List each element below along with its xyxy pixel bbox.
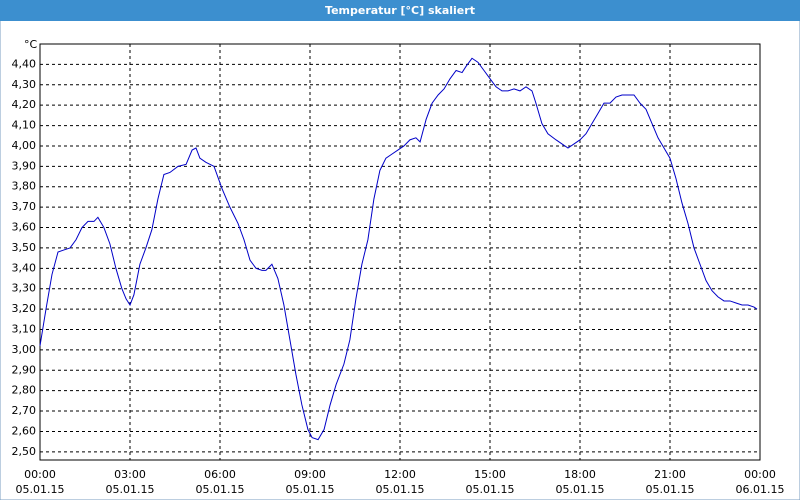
x-tick-label: 00:00 xyxy=(24,468,56,481)
y-tick-label: 2,90 xyxy=(12,363,37,376)
x-tick-date: 05.01.15 xyxy=(106,483,155,496)
y-tick-label: 3,30 xyxy=(12,282,37,295)
x-tick-label: 06:00 xyxy=(204,468,236,481)
y-tick-label: 2,50 xyxy=(12,445,37,458)
y-tick-label: 3,50 xyxy=(12,241,37,254)
x-tick-date: 05.01.15 xyxy=(646,483,695,496)
y-tick-label: 3,60 xyxy=(12,221,37,234)
y-tick-label: 4,00 xyxy=(12,139,37,152)
chart-title: Temperatur [°C] skaliert xyxy=(325,4,475,17)
y-unit: °C xyxy=(24,38,38,51)
title-bar xyxy=(0,0,800,21)
y-tick-label: 3,10 xyxy=(12,322,37,335)
data-line xyxy=(39,57,758,441)
x-tick-date: 05.01.15 xyxy=(286,483,335,496)
y-tick-label: 4,30 xyxy=(12,78,37,91)
x-tick-label: 00:00 xyxy=(744,468,776,481)
y-tick-label: 3,40 xyxy=(12,261,37,274)
y-tick-label: 2,80 xyxy=(12,384,37,397)
x-tick-label: 21:00 xyxy=(654,468,686,481)
y-tick-label: 4,20 xyxy=(12,98,37,111)
y-tick-label: 2,70 xyxy=(12,404,37,417)
x-tick-date: 05.01.15 xyxy=(556,483,605,496)
x-tick-label: 15:00 xyxy=(474,468,506,481)
y-tick-label: 3,90 xyxy=(12,159,37,172)
x-tick-date: 05.01.15 xyxy=(466,483,515,496)
y-tick-label: 2,60 xyxy=(12,424,37,437)
y-tick-label: 3,70 xyxy=(12,200,37,213)
x-tick-date: 05.01.15 xyxy=(16,483,65,496)
x-tick-label: 12:00 xyxy=(384,468,416,481)
x-tick-date: 05.01.15 xyxy=(196,483,245,496)
y-tick-label: 3,80 xyxy=(12,180,37,193)
x-tick-label: 18:00 xyxy=(564,468,596,481)
x-tick-date: 06.01.15 xyxy=(736,483,785,496)
y-tick-label: 4,40 xyxy=(12,57,37,70)
y-tick-label: 3,20 xyxy=(12,302,37,315)
x-tick-label: 03:00 xyxy=(114,468,146,481)
y-tick-label: 4,10 xyxy=(12,119,37,132)
y-tick-label: 3,00 xyxy=(12,343,37,356)
x-tick-label: 09:00 xyxy=(294,468,326,481)
x-tick-date: 05.01.15 xyxy=(376,483,425,496)
